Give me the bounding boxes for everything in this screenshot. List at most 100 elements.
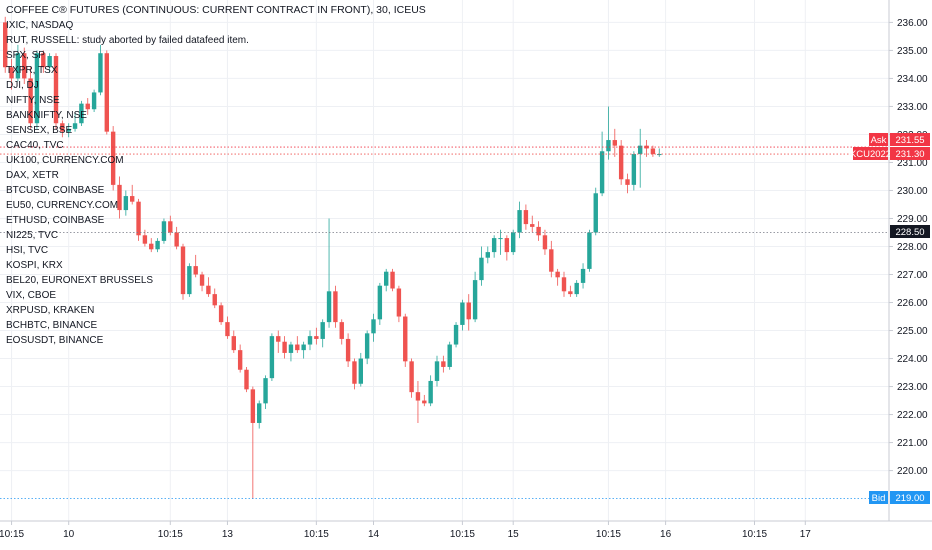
candle-down [180, 243, 186, 300]
candle-down [523, 204, 529, 230]
time-tick-label: 14 [368, 529, 380, 540]
candle-body [206, 285, 211, 295]
candle-body [377, 285, 383, 320]
overlay-legend-item[interactable]: BANKNIFTY, NSE [6, 110, 87, 121]
overlay-legend-item[interactable]: BEL20, EURONEXT BRUSSELS [6, 275, 154, 286]
overlay-legend-item[interactable]: DJI, DJ [6, 80, 39, 91]
candle-body [98, 53, 103, 93]
overlay-legend-item[interactable]: XRPUSD, KRAKEN [6, 305, 95, 316]
candle-body [599, 151, 605, 194]
overlay-legend-item[interactable]: SPX, SP [6, 50, 45, 61]
candle-body [91, 92, 97, 110]
overlay-legend-item[interactable]: BCHBTC, BINANCE [6, 320, 98, 331]
candle-body [580, 268, 586, 283]
ask-value: 231.55 [895, 135, 924, 146]
price-tick-label: 223.00 [897, 382, 928, 393]
price-tick-label: 233.00 [897, 102, 928, 113]
candle-body [225, 322, 230, 337]
price-axis-background[interactable] [889, 0, 932, 521]
candle-body [568, 291, 573, 295]
crosshair-value: 228.50 [895, 227, 924, 238]
overlay-legend-item[interactable]: BTCUSD, COINBASE [6, 185, 105, 196]
overlay-legend-item[interactable]: NI225, TVC [6, 230, 59, 241]
candle-up [460, 299, 465, 331]
candle-up [377, 282, 383, 325]
candle-up [479, 246, 484, 286]
candle-body [657, 154, 662, 156]
candle-down [174, 226, 179, 250]
candle-down [390, 268, 395, 292]
candle-up [599, 131, 605, 197]
overlay-legend-item[interactable]: EU50, CURRENCY.COM [6, 200, 119, 211]
candle-up [491, 235, 497, 258]
candle-up [269, 333, 275, 381]
candle-down [282, 336, 287, 359]
candle-body [352, 361, 357, 384]
candle-up [307, 330, 313, 351]
candle-body [231, 336, 236, 351]
candle-up [453, 322, 459, 348]
candle-down [218, 302, 224, 325]
candle-down [568, 285, 573, 297]
price-tick-label: 222.00 [897, 410, 928, 421]
candle-body [161, 221, 167, 241]
candle-body [466, 302, 471, 320]
candle-up [34, 50, 40, 129]
candle-body [606, 140, 611, 152]
candle-body [326, 291, 332, 323]
time-tick-label: 10:15 [596, 529, 621, 540]
candle-body [269, 336, 275, 379]
time-tick-label: 10:15 [304, 529, 329, 540]
price-tick-label: 236.00 [897, 18, 928, 29]
price-tick-label: 228.00 [897, 242, 928, 253]
candle-up [47, 53, 52, 73]
candle-body [428, 380, 433, 404]
overlay-legend-item[interactable]: CAC40, TVC [6, 140, 64, 151]
candle-body [409, 361, 414, 393]
candle-body [60, 123, 65, 132]
overlay-legend-item[interactable]: KOSPI, KRX [6, 260, 63, 271]
candle-up [472, 271, 478, 323]
overlay-legend-item[interactable]: RUT, RUSSELL: study aborted by failed da… [6, 35, 249, 46]
candle-body [9, 67, 14, 79]
crosshair-tag: 228.50 [890, 225, 930, 238]
candle-body [517, 210, 522, 233]
overlay-legend-item[interactable]: SENSEX, BSE [6, 125, 73, 136]
price-tick-label: 234.00 [897, 74, 928, 85]
candle-up [511, 229, 516, 255]
candle-body [85, 103, 90, 110]
price-tick-label: 224.00 [897, 354, 928, 365]
candle-body [110, 131, 116, 185]
candle-body [485, 252, 490, 258]
bid-tag: Bid 219.00 [869, 491, 930, 504]
candle-down [409, 358, 414, 398]
overlay-legend-item[interactable]: EOSUSDT, BINANCE [6, 335, 104, 346]
candle-down [612, 128, 617, 157]
candle-body [301, 344, 306, 351]
symbol-label: KCU2022 [850, 149, 891, 160]
symbol-value: 231.30 [895, 149, 924, 160]
candle-body [320, 322, 325, 339]
candle-body [72, 123, 78, 129]
time-tick-label: 10 [63, 529, 75, 540]
candle-body [453, 324, 459, 345]
overlay-legend-item[interactable]: VIX, CBOE [6, 290, 57, 301]
time-tick-label: 10:15 [158, 529, 183, 540]
overlay-legend-item[interactable]: IXIC, NASDAQ [6, 20, 74, 31]
candle-up [301, 341, 306, 359]
candle-down [618, 140, 624, 185]
overlay-legend-item[interactable]: NIFTY, NSE [6, 95, 60, 106]
candle-body [542, 235, 548, 250]
overlay-legend-item[interactable]: ETHUSD, COINBASE [6, 215, 105, 226]
overlay-legend-item[interactable]: TXPR, TSX [6, 65, 58, 76]
candle-body [22, 53, 27, 79]
candle-body [168, 221, 173, 233]
candle-body [498, 238, 503, 240]
candle-body [644, 145, 649, 149]
overlay-legend-item[interactable]: HSI, TVC [6, 245, 49, 256]
overlay-legend-item[interactable]: UK100, CURRENCY.COM [6, 155, 124, 166]
candle-down [9, 58, 14, 90]
overlay-legend-item[interactable]: DAX, XETR [6, 170, 59, 181]
candle-down [504, 235, 510, 261]
